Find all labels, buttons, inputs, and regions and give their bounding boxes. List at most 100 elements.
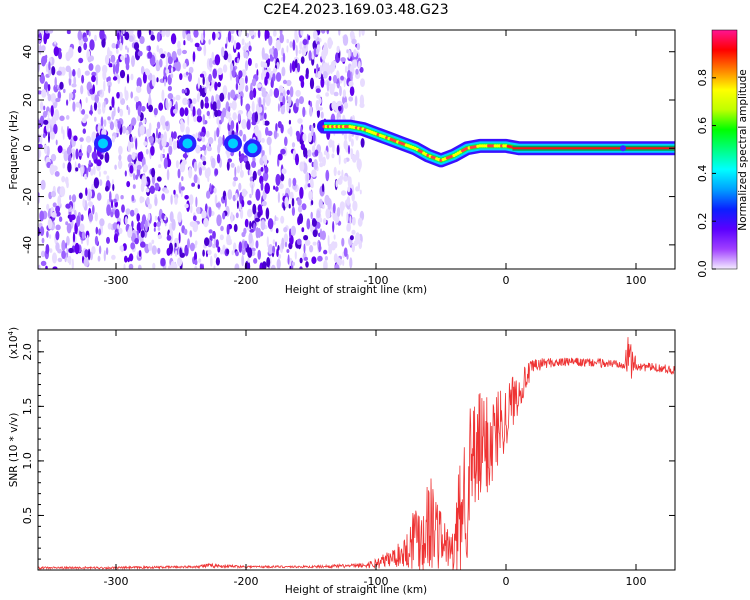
noise-cell <box>245 103 251 112</box>
noise-cell <box>120 55 125 61</box>
noise-cell <box>174 196 178 205</box>
noise-cell <box>205 130 210 138</box>
noise-cell <box>358 161 361 173</box>
noise-cell <box>192 51 196 62</box>
noise-cell <box>203 44 207 57</box>
noise-cell <box>208 137 214 145</box>
noise-cell <box>322 218 327 224</box>
noise-cell <box>288 177 292 188</box>
noise-cell <box>244 51 249 59</box>
noise-cell <box>189 230 193 238</box>
noise-cell <box>298 213 304 225</box>
noise-cell <box>145 69 151 76</box>
noise-cell <box>276 258 281 269</box>
noise-cell <box>94 116 97 122</box>
noise-cell <box>171 50 177 61</box>
snr-plot-area <box>38 330 675 570</box>
noise-cell <box>201 210 207 219</box>
chart-title: C2E4.2023.169.03.48.G23 <box>263 2 448 18</box>
noise-cell <box>182 49 187 55</box>
noise-cell <box>241 38 245 46</box>
signal-track-peak <box>341 125 346 129</box>
noise-cell <box>307 132 312 143</box>
noise-cell <box>44 144 48 155</box>
noise-cell <box>71 258 74 269</box>
noise-cell <box>139 36 145 44</box>
noise-cell <box>39 74 45 84</box>
noise-cell <box>268 144 272 156</box>
noise-cell <box>267 67 271 73</box>
noise-cell <box>237 113 241 122</box>
noise-cell <box>292 150 296 159</box>
noise-cell <box>262 150 265 156</box>
noise-cell <box>328 39 334 46</box>
noise-cell <box>105 247 109 256</box>
noise-cell <box>63 88 66 94</box>
noise-cell <box>303 243 306 254</box>
noise-cell <box>135 137 138 150</box>
noise-cell <box>211 157 216 169</box>
noise-cell <box>355 68 359 75</box>
noise-cell <box>200 32 204 44</box>
noise-cell <box>316 210 321 219</box>
noise-cell <box>131 220 134 229</box>
noise-cell <box>114 164 117 170</box>
noise-cell <box>204 96 209 104</box>
signal-track-peak <box>333 125 337 129</box>
noise-cell <box>50 190 57 198</box>
noise-cell <box>179 107 185 117</box>
noise-cell <box>88 191 92 201</box>
noise-cell <box>80 214 84 222</box>
noise-cell <box>177 168 181 179</box>
noise-cell <box>175 141 178 150</box>
noise-cell <box>294 58 298 69</box>
noise-cell <box>308 50 312 61</box>
noise-cell <box>141 105 146 112</box>
noise-cell <box>319 162 324 168</box>
noise-cell <box>117 32 120 41</box>
noise-cell <box>260 181 264 191</box>
noise-cell <box>124 216 128 225</box>
noise-cell <box>119 42 123 51</box>
noise-cell <box>190 103 194 112</box>
noise-cell <box>340 75 344 81</box>
noise-cell <box>234 166 237 178</box>
noise-cell <box>320 111 324 119</box>
noise-cell <box>179 73 183 81</box>
noise-cell <box>252 170 257 181</box>
noise-cell <box>153 221 157 228</box>
noise-cell <box>49 248 53 253</box>
noise-cell <box>119 69 126 79</box>
noise-cell <box>65 242 68 249</box>
noise-cell <box>72 231 76 243</box>
noise-cell <box>127 154 133 163</box>
noise-cell <box>201 136 206 143</box>
noise-cell <box>113 198 117 203</box>
noise-cell <box>41 89 47 98</box>
noise-cell <box>151 74 156 87</box>
noise-cell <box>43 105 46 111</box>
noise-cell <box>277 121 282 129</box>
noise-cell <box>333 91 339 97</box>
noise-cell <box>283 227 288 233</box>
noise-cell <box>241 119 247 130</box>
noise-cell <box>183 228 188 235</box>
x-tick-label: 100 <box>626 575 647 588</box>
noise-cell <box>299 266 303 269</box>
noise-cell <box>85 97 88 104</box>
x-tick-label: -200 <box>234 274 259 287</box>
noise-cell <box>344 65 348 73</box>
noise-cell <box>168 145 173 156</box>
noise-cell <box>320 74 324 81</box>
noise-cell <box>59 81 64 90</box>
noise-cell <box>136 115 141 122</box>
noise-cell <box>73 89 77 94</box>
noise-cell <box>257 227 262 239</box>
noise-cell <box>117 120 121 130</box>
noise-cell <box>96 159 102 167</box>
noise-cell <box>201 263 204 269</box>
noise-cell <box>229 62 234 72</box>
noise-cell <box>348 96 354 102</box>
noise-cell <box>129 165 134 174</box>
noise-cell <box>273 185 276 190</box>
